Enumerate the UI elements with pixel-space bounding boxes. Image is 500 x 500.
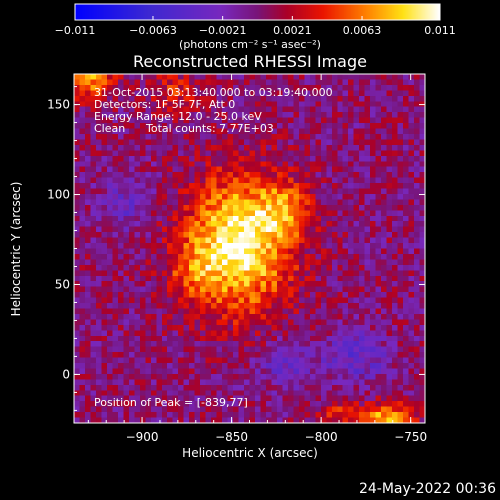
heatmap-image — [74, 74, 425, 423]
y-axis-label: Heliocentric Y (arcsec) — [9, 181, 23, 317]
colorbar-tick-label: −0.0063 — [129, 24, 177, 37]
y-tick-label: 100 — [47, 188, 70, 202]
colorbar-tick-label: −0.0021 — [199, 24, 247, 37]
colorbar-frame — [74, 3, 441, 21]
x-tick-label: −900 — [126, 430, 159, 444]
annotation-algorithm: Clean — [94, 122, 126, 135]
annotation-energy-range: Energy Range: 12.0 - 25.0 keV — [94, 110, 262, 123]
x-tick-label: −800 — [305, 430, 338, 444]
x-axis-label: Heliocentric X (arcsec) — [182, 446, 318, 460]
colorbar-tick-label: 0.0063 — [343, 24, 382, 37]
annotation-peak-position: Position of Peak = [-839,77] — [94, 396, 248, 409]
y-tick-label: 50 — [55, 277, 70, 291]
footer-date: 24-May-2022 00:36 — [358, 481, 496, 497]
colorbar-units: (photons cm⁻² s⁻¹ asec⁻²) — [179, 38, 321, 51]
x-tick-label: −750 — [394, 430, 427, 444]
annotation-time-range: 31-Oct-2015 03:13:40.000 to 03:19:40.000 — [94, 86, 333, 99]
y-tick-label: 150 — [47, 98, 70, 112]
y-tick-label: 0 — [62, 367, 70, 381]
colorbar-tick-label: 0.011 — [424, 24, 456, 37]
colorbar-gradient — [75, 4, 440, 20]
chart-title: Reconstructed RHESSI Image — [133, 52, 367, 71]
x-tick-label: −850 — [215, 430, 248, 444]
annotation-total-counts: Total counts: 7.77E+03 — [146, 122, 274, 135]
colorbar-tick-label: −0.011 — [55, 24, 96, 37]
colorbar-tick-label: 0.0021 — [273, 24, 312, 37]
annotation-detectors: Detectors: 1F 5F 7F, Att 0 — [94, 98, 236, 111]
